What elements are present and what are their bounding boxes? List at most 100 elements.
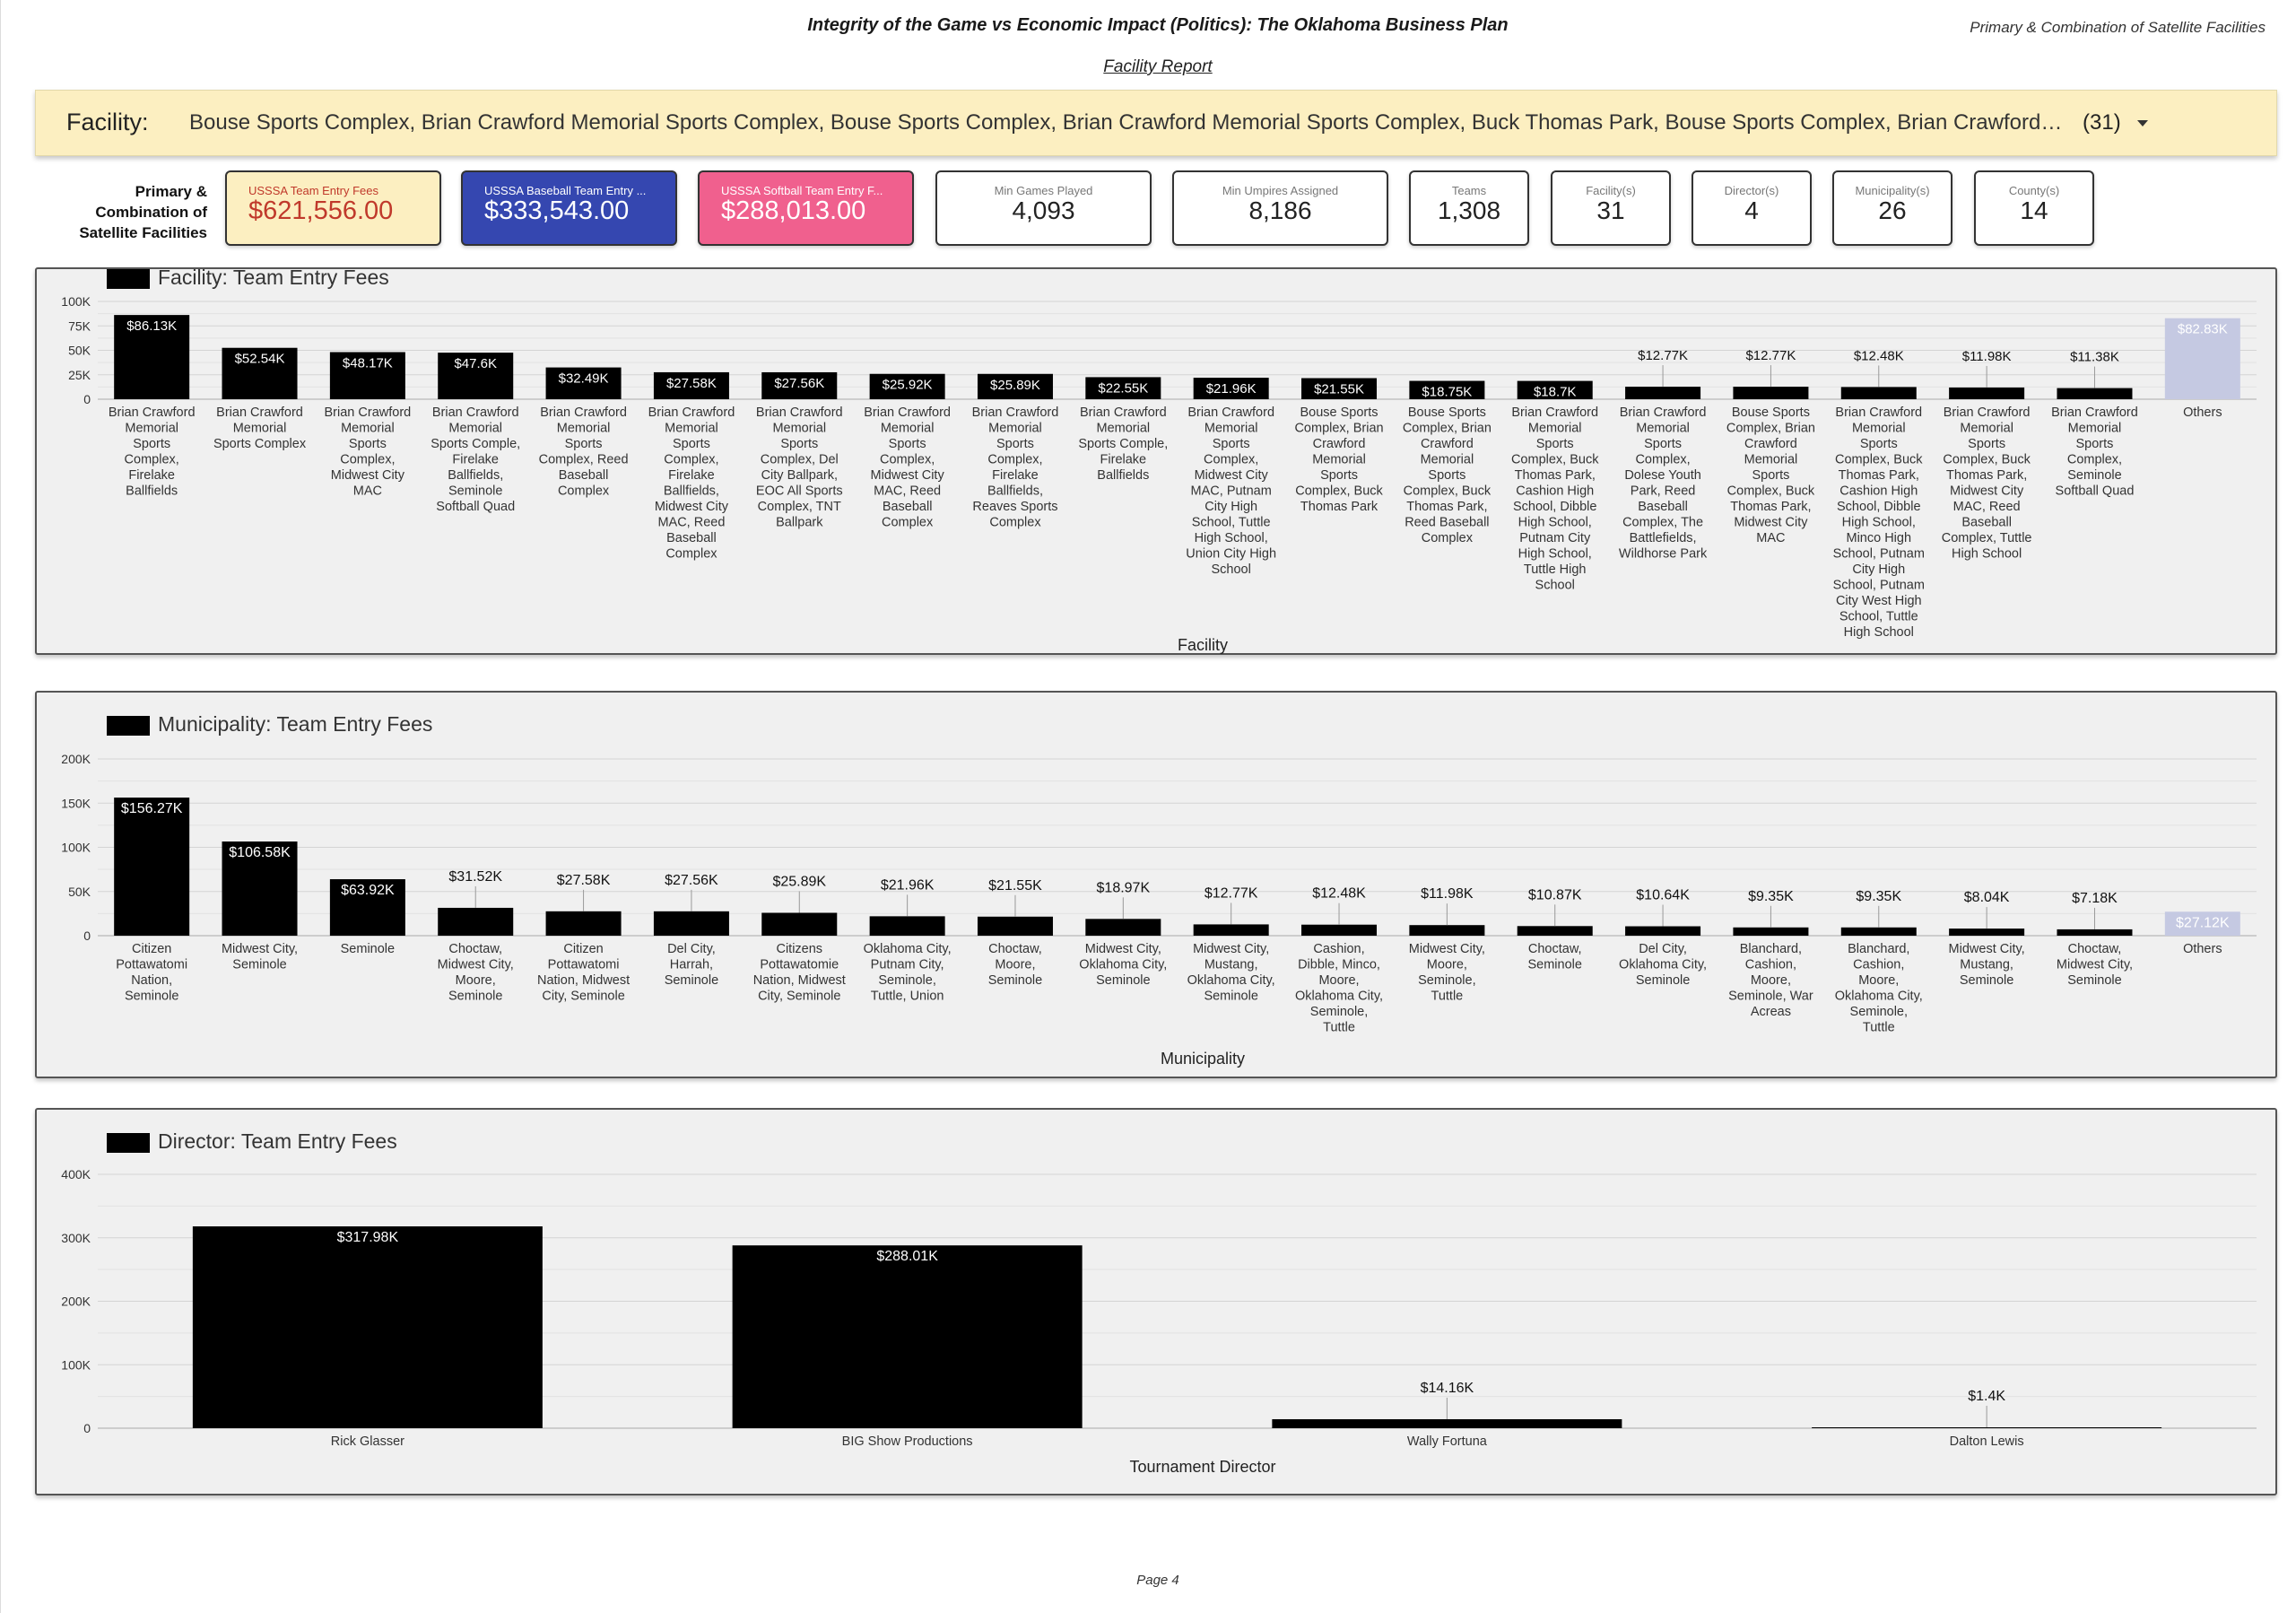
bar[interactable] xyxy=(545,911,622,936)
bar[interactable] xyxy=(438,907,514,936)
x-tick-label-line: Seminole, War xyxy=(1728,990,1813,1004)
x-tick-label-line: Citizen xyxy=(132,942,171,956)
bar[interactable] xyxy=(114,798,190,936)
x-tick-label-line: School, Putnam xyxy=(1833,579,1925,593)
bar[interactable] xyxy=(2164,911,2240,936)
bar[interactable] xyxy=(329,879,405,936)
x-tick-label: Del City, Harrah, Seminole xyxy=(665,942,718,988)
kpi-card-team-entry-fees[interactable]: USSSA Team Entry Fees $621,556.00 xyxy=(225,170,441,246)
x-tick-label-line: Thomas Park xyxy=(1300,500,1378,514)
bar[interactable] xyxy=(438,353,514,399)
legend-label: Facility: Team Entry Fees xyxy=(158,266,389,289)
bar[interactable] xyxy=(1517,380,1593,399)
bar[interactable] xyxy=(1625,387,1701,399)
bar[interactable] xyxy=(1085,919,1161,936)
bar[interactable] xyxy=(1733,387,1809,399)
bar[interactable] xyxy=(2164,318,2240,399)
kpi-card-softball-entry-fees[interactable]: USSSA Softball Team Entry F... $288,013.… xyxy=(698,170,914,246)
y-tick-label: 400K xyxy=(61,1167,91,1181)
x-tick-label-line: Thomas Park, xyxy=(1946,468,2027,483)
bar[interactable] xyxy=(977,916,1053,936)
x-tick-label: Brian Crawford Memorial Sports Complex, Buc… xyxy=(1942,405,2032,562)
x-tick-label: Brian Crawford Memorial Sports Complex, Ree… xyxy=(539,405,629,499)
kpi-card-min-umpires-assigned[interactable]: Min Umpires Assigned 8,186 xyxy=(1172,170,1388,246)
data-label: $82.83K xyxy=(2178,322,2228,337)
x-tick-label-line: Midwest City xyxy=(1950,484,2024,499)
x-tick-label-line: Complex, TNT xyxy=(758,500,841,514)
kpi-card-directors[interactable]: Director(s) 4 xyxy=(1692,170,1812,246)
bar[interactable] xyxy=(329,352,405,399)
x-tick-label-line: Memorial xyxy=(1528,422,1582,436)
x-tick-label-line: Reaves Sports xyxy=(972,500,1057,514)
report-subtitle: Primary & Combination of Satellite Facil… xyxy=(1970,19,2266,36)
kpi-card-facilities[interactable]: Facility(s) 31 xyxy=(1551,170,1671,246)
x-tick-label-line: Oklahoma City, xyxy=(864,942,952,956)
x-tick-label-line: Memorial xyxy=(341,422,395,436)
x-tick-label-line: Minco High xyxy=(1847,531,1912,545)
kpi-card-min-games-played[interactable]: Min Games Played 4,093 xyxy=(935,170,1152,246)
facility-report-link[interactable]: Facility Report xyxy=(1103,57,1213,76)
bar[interactable] xyxy=(222,841,298,936)
bar[interactable] xyxy=(977,373,1053,399)
x-tick-label-line: Seminole xyxy=(2067,973,2121,988)
bar[interactable] xyxy=(1193,378,1269,399)
bar[interactable] xyxy=(1085,377,1161,399)
x-tick-label-line: Brian Crawford xyxy=(1187,405,1274,420)
x-tick-label-line: School, Dibble xyxy=(1837,500,1921,514)
bar[interactable] xyxy=(1733,927,1809,936)
kpi-card-counties[interactable]: County(s) 14 xyxy=(1974,170,2094,246)
bar[interactable] xyxy=(869,373,945,399)
x-tick-label-line: High School, xyxy=(1518,516,1592,530)
x-tick-label-line: Ballfields, xyxy=(664,484,719,499)
bar[interactable] xyxy=(732,1245,1083,1428)
bar[interactable] xyxy=(1840,387,1917,399)
bar[interactable] xyxy=(1517,926,1593,936)
x-tick-label-line: Citizens xyxy=(776,942,822,956)
page-number: Page 4 xyxy=(1136,1573,1179,1588)
chevron-down-icon[interactable] xyxy=(2137,120,2148,126)
bar[interactable] xyxy=(1812,1427,2162,1429)
bar[interactable] xyxy=(761,912,838,936)
bar[interactable] xyxy=(1625,926,1701,936)
legend-swatch xyxy=(107,269,150,289)
bar[interactable] xyxy=(2057,388,2133,399)
bar[interactable] xyxy=(1949,387,2025,399)
bar[interactable] xyxy=(1409,380,1485,399)
bar[interactable] xyxy=(653,911,729,936)
bar[interactable] xyxy=(114,315,190,399)
bar[interactable] xyxy=(545,367,622,399)
kpi-title: Teams xyxy=(1451,184,1487,197)
bar[interactable] xyxy=(1193,924,1269,936)
x-tick-label-line: Brian Crawford xyxy=(972,405,1059,420)
data-label: $63.92K xyxy=(341,883,395,898)
facility-filter-dropdown[interactable]: Facility: Bouse Sports Complex, Brian Cr… xyxy=(35,90,2277,156)
x-tick-label-line: Moore, xyxy=(1318,973,1359,988)
filter-count-badge: (31) xyxy=(2083,110,2121,135)
bar[interactable] xyxy=(1840,927,1917,936)
bar[interactable] xyxy=(869,916,945,936)
x-tick-label: Brian Crawford Memorial Sports Complex, Fire… xyxy=(109,405,196,499)
kpi-card-baseball-entry-fees[interactable]: USSSA Baseball Team Entry ... $333,543.0… xyxy=(461,170,677,246)
x-tick-label-line: Thomas Park, xyxy=(1515,468,1596,483)
bar[interactable] xyxy=(1949,929,2025,936)
data-label: $11.98K xyxy=(1962,349,2012,364)
bar[interactable] xyxy=(192,1226,543,1428)
x-tick-label-line: Ballfields xyxy=(1097,468,1149,483)
bar[interactable] xyxy=(653,371,729,399)
bar[interactable] xyxy=(1272,1418,1622,1428)
x-tick-label-line: Del City, xyxy=(667,942,716,956)
bar[interactable] xyxy=(2057,929,2133,936)
kpi-card-teams[interactable]: Teams 1,308 xyxy=(1409,170,1529,246)
bar[interactable] xyxy=(1301,378,1378,399)
kpi-card-municipalities[interactable]: Municipality(s) 26 xyxy=(1832,170,1952,246)
x-tick-label-line: Ballfields, xyxy=(987,484,1043,499)
bar[interactable] xyxy=(222,347,298,399)
bar[interactable] xyxy=(1301,924,1378,936)
x-tick-label-line: Crawford xyxy=(1744,437,1797,451)
x-tick-label-line: Sports xyxy=(1536,437,1574,451)
x-tick-label-line: Cashion, xyxy=(1313,942,1364,956)
bar[interactable] xyxy=(761,371,838,399)
bar[interactable] xyxy=(1409,925,1485,936)
x-tick-label-line: Wally Fortuna xyxy=(1407,1434,1488,1449)
y-tick-label: 300K xyxy=(61,1231,91,1245)
